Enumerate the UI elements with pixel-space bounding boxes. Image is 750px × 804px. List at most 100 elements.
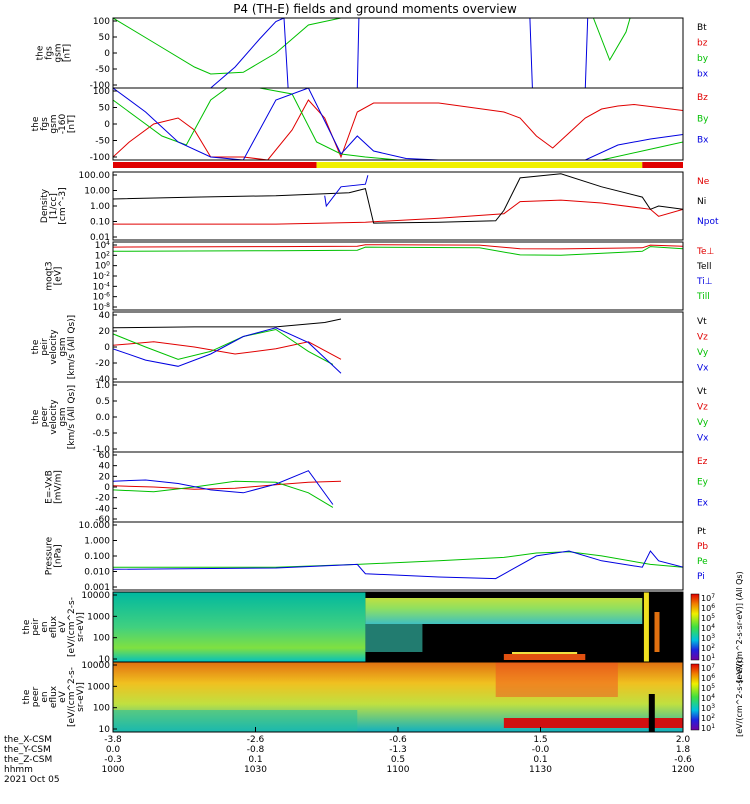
series-Ni-line: [113, 173, 683, 224]
y-axis-label: [eV/(cm^2-s-: [67, 667, 77, 727]
colorbar-tick-label: 107: [701, 663, 715, 673]
y-tick-label: 100: [93, 704, 110, 714]
legend: Vt Vz Vy Vx: [697, 387, 709, 444]
y-axis-label: gsm: [58, 407, 68, 426]
x-axis-value: 0.0: [106, 745, 121, 755]
spectrogram-core: [495, 662, 618, 697]
legend-entry: Npot: [697, 217, 719, 227]
y-tick-label: 0: [104, 49, 110, 59]
legend-entry: Vx: [697, 364, 709, 374]
y-tick-label: 10-6: [93, 292, 111, 303]
y-tick-label: 100.00: [79, 171, 111, 181]
legend: Te⊥ Tell Ti⊥ Till: [696, 247, 715, 302]
y-tick-label: 1.00: [90, 202, 110, 212]
series-Ex-line: [113, 470, 334, 505]
y-tick-label: 0: [104, 120, 110, 130]
legend-entry: By: [697, 114, 709, 124]
y-axis-label: [cm^-3]: [58, 187, 68, 224]
y-tick-label: 0.100: [84, 552, 110, 562]
x-axis-value: 0.1: [533, 755, 547, 765]
y-axis-label: en: [40, 691, 50, 702]
series-group: [113, 173, 683, 225]
series-group: [113, 88, 683, 160]
y-tick-label: -50: [95, 65, 110, 75]
y-axis-label: the: [31, 339, 41, 354]
x-axis-value: 1000: [102, 765, 125, 775]
y-axis: 1.0 0.5 0.0 -0.5 -1.0: [92, 381, 117, 455]
x-axis-value: -2.6: [247, 735, 265, 745]
series-Ey-line: [113, 480, 334, 508]
y-tick-label: 1000: [87, 682, 110, 692]
plot-title: P4 (TH-E) fields and ground moments over…: [233, 2, 517, 16]
y-tick-label: 0.001: [84, 583, 110, 593]
legend-entry: Vy: [697, 348, 709, 358]
panel-velocity-peer: Vt Vz Vy Vx 1.0 0.5 0.0 -0.5 -1.0 the peer velocity…: [31, 381, 709, 455]
x-axis-value: 1.5: [533, 735, 547, 745]
spectrogram-early: [113, 592, 366, 662]
y-axis-label: peir: [40, 338, 50, 356]
colorbar-tick-label: 104: [701, 693, 715, 703]
spectrogram-low-left: [113, 710, 358, 732]
y-axis-label: Pressure: [45, 536, 55, 575]
y-tick-label: 1.0: [96, 381, 111, 391]
y-tick-label: 0.01: [90, 233, 110, 243]
panel-velocity-peir: Vt Vz Vy Vx 40 20 0 -20 -40 the peir velocity gsm [km…: [31, 311, 709, 385]
y-axis-label: the: [22, 689, 32, 704]
legend-entry: Vz: [697, 333, 708, 343]
panel-frame: [112, 171, 684, 241]
x-axis-row-label: the_Y-CSM: [4, 745, 51, 755]
colorbar-tick-label: 105: [701, 613, 715, 623]
y-tick-label: -40: [95, 504, 110, 514]
y-tick-label: 20: [99, 327, 111, 337]
colorbar-label: [eV/(cm^2-s-sr-eV)] (All Qs): [735, 571, 744, 682]
colorbar-bar: [690, 663, 700, 731]
legend-entry: Pe: [697, 557, 708, 567]
panel-fgs-gsm-zoom: Bz By Bx 100 50 0 -50 -100 the fgs gsm -160 [nT]: [31, 87, 709, 163]
y-axis-label: sr-eV)]: [76, 682, 86, 712]
colorbar-tick-label: 106: [701, 603, 715, 613]
y-tick-label: -0.5: [92, 429, 110, 439]
legend-entry: Ni: [697, 197, 706, 207]
series-Te⊥-line: [113, 244, 683, 250]
y-axis-label: [nT]: [67, 115, 77, 133]
y-axis-label: [nPa]: [54, 544, 64, 567]
series-Vt-line: [113, 318, 342, 329]
x-axis-date: 2021 Oct 05: [4, 775, 60, 785]
colorbar-tick-label: 101: [701, 653, 715, 663]
legend: Vt Vz Vy Vx: [697, 317, 709, 374]
status-bar: [113, 162, 683, 168]
series-Pi-line: [113, 550, 683, 580]
colorbar-tick-label: 105: [701, 683, 715, 693]
y-axis-label: [nT]: [63, 44, 73, 62]
x-axis-value: 2.0: [676, 735, 691, 745]
y-axis-label: eflux: [49, 685, 59, 708]
x-axis-row-label: hhmm: [4, 765, 33, 775]
series-Bx-line: [113, 88, 683, 160]
y-tick-label: 40: [99, 311, 111, 321]
spectrogram-gap: [648, 694, 655, 732]
y-tick-label: 10000: [81, 661, 110, 671]
y-tick-label: 102: [95, 250, 110, 261]
y-tick-label: -20: [95, 359, 110, 369]
x-axis-row-label: the_X-CSM: [4, 735, 52, 745]
panel-frame: [112, 87, 684, 161]
legend: Ez Ey Ex: [697, 457, 709, 508]
y-tick-label: 0.5: [96, 397, 110, 407]
y-axis: 10.000 1.000 0.100 0.010 0.001: [79, 521, 117, 593]
y-tick-label: 1000: [87, 612, 110, 622]
y-axis-label: velocity: [49, 329, 59, 365]
colorbar-tick-label: 103: [701, 703, 715, 713]
y-tick-label: -100: [90, 153, 111, 163]
status-segment: [642, 162, 683, 168]
panel-fgs-gsm: Bt bz by bx 100 50 0 -50 -100 the fgs gsm [nT]: [36, 17, 709, 91]
y-tick-label: 10-2: [93, 271, 111, 282]
series-Vz-line: [113, 341, 342, 360]
colorbar-tick-label: 107: [701, 593, 715, 603]
y-tick-label: 0.0: [96, 413, 111, 423]
legend-entry: Till: [696, 292, 710, 302]
spectrogram-band: [365, 598, 643, 624]
